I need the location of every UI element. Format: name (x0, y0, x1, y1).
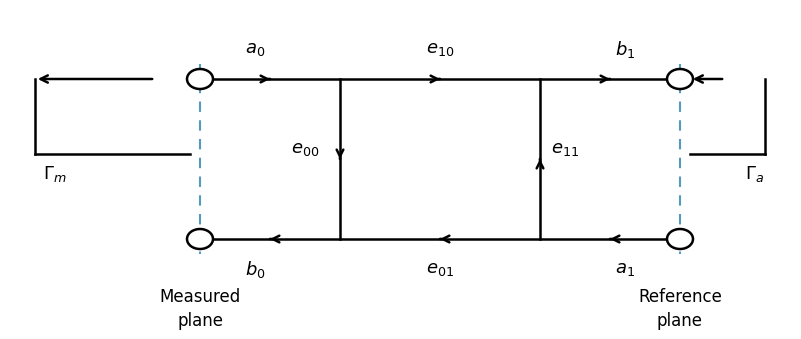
Text: Reference: Reference (638, 288, 722, 306)
Ellipse shape (187, 229, 213, 249)
Text: Measured: Measured (159, 288, 240, 306)
Text: plane: plane (657, 312, 703, 330)
Text: $e_{01}$: $e_{01}$ (426, 260, 454, 278)
Text: $\Gamma_m$: $\Gamma_m$ (43, 164, 66, 184)
Text: $e_{00}$: $e_{00}$ (291, 140, 319, 158)
Text: $\Gamma_a$: $\Gamma_a$ (746, 164, 765, 184)
Text: $b_0$: $b_0$ (244, 259, 265, 279)
Text: $b_1$: $b_1$ (615, 39, 635, 60)
Text: $a_1$: $a_1$ (615, 260, 635, 278)
Text: plane: plane (177, 312, 223, 330)
Text: $e_{11}$: $e_{11}$ (551, 140, 579, 158)
Text: $a_0$: $a_0$ (245, 40, 265, 58)
Text: $e_{10}$: $e_{10}$ (426, 40, 454, 58)
Ellipse shape (667, 69, 693, 89)
Ellipse shape (667, 229, 693, 249)
Ellipse shape (187, 69, 213, 89)
